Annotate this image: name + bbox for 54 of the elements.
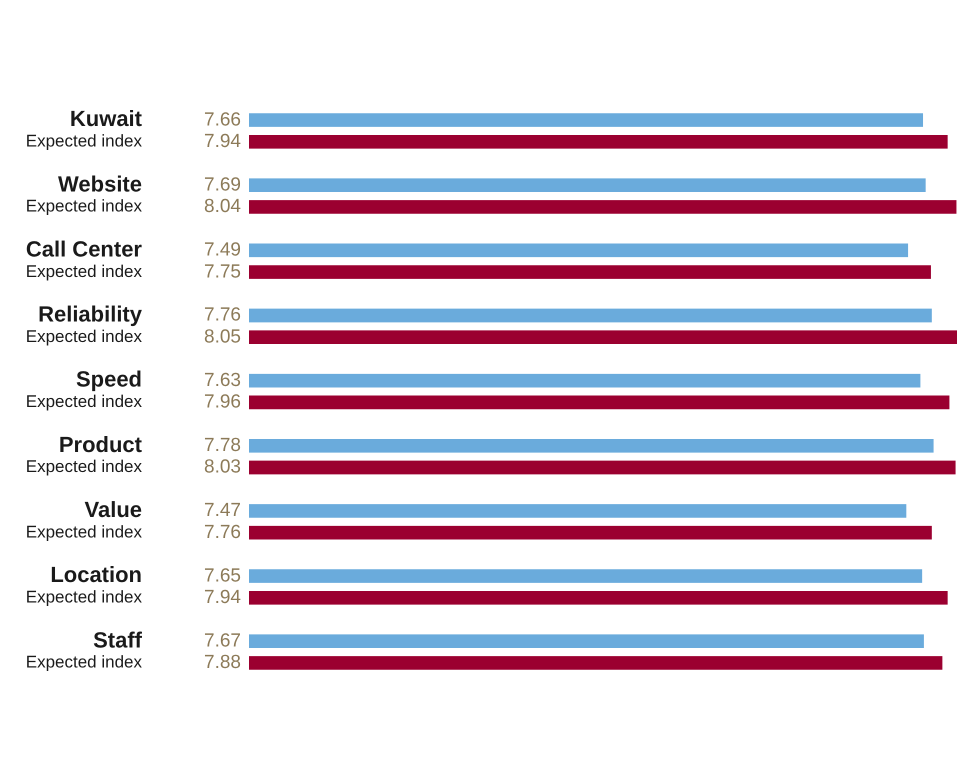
- bar: [249, 134, 948, 149]
- y-tick-label: Location: [50, 562, 142, 588]
- bar: [249, 374, 920, 388]
- bar: [249, 265, 931, 279]
- y-tick-label: Expected index: [26, 652, 142, 672]
- bar: [249, 656, 942, 670]
- data-label: 7.78: [204, 435, 241, 456]
- y-tick-label: Kuwait: [70, 106, 143, 132]
- bar: [249, 438, 934, 453]
- bar: [249, 634, 924, 648]
- data-label: 7.76: [204, 522, 241, 543]
- data-label: 7.65: [204, 565, 241, 586]
- data-label: 7.69: [204, 174, 241, 196]
- y-tick-label: Value: [84, 496, 142, 522]
- data-label: 7.67: [204, 630, 241, 652]
- y-tick-label: Speed: [76, 366, 142, 392]
- bar: [249, 590, 948, 605]
- bar: [249, 200, 956, 214]
- y-tick-label: Website: [58, 171, 142, 196]
- data-label: 7.63: [204, 370, 241, 391]
- bar: [249, 504, 906, 518]
- bar: [249, 526, 932, 540]
- bar: [249, 460, 956, 474]
- data-label: 7.47: [204, 500, 241, 522]
- bar: [249, 178, 926, 192]
- bar: [249, 330, 957, 344]
- y-tick-label: Expected index: [26, 457, 142, 476]
- data-label: 7.94: [204, 131, 242, 152]
- data-label: 7.88: [204, 652, 241, 674]
- y-tick-label: Staff: [93, 627, 143, 652]
- y-tick-label: Expected index: [26, 326, 142, 346]
- bar: [249, 308, 932, 322]
- bar: [249, 244, 908, 258]
- y-tick-label: Call Center: [26, 236, 142, 262]
- y-tick-label: Product: [58, 432, 143, 457]
- y-tick-label: Reliability: [38, 302, 143, 327]
- y-tick-label: Expected index: [26, 131, 142, 150]
- y-tick-label: Expected index: [26, 196, 142, 216]
- data-label: 8.05: [204, 326, 241, 348]
- data-label: 7.94: [204, 587, 242, 608]
- data-label: 7.76: [204, 304, 241, 326]
- data-label: 7.96: [204, 392, 241, 413]
- data-label: 8.03: [204, 456, 241, 478]
- y-tick-label: Expected index: [26, 587, 142, 606]
- bar: [249, 396, 950, 410]
- y-tick-label: Expected index: [26, 522, 142, 542]
- bar: [249, 113, 924, 127]
- data-label: 8.04: [204, 196, 242, 218]
- y-tick-label: Expected index: [26, 262, 142, 281]
- data-label: 7.66: [204, 109, 241, 130]
- y-tick-label: Expected index: [26, 392, 142, 412]
- data-label: 7.49: [204, 240, 241, 261]
- data-label: 7.75: [204, 261, 241, 282]
- bar: [249, 569, 922, 583]
